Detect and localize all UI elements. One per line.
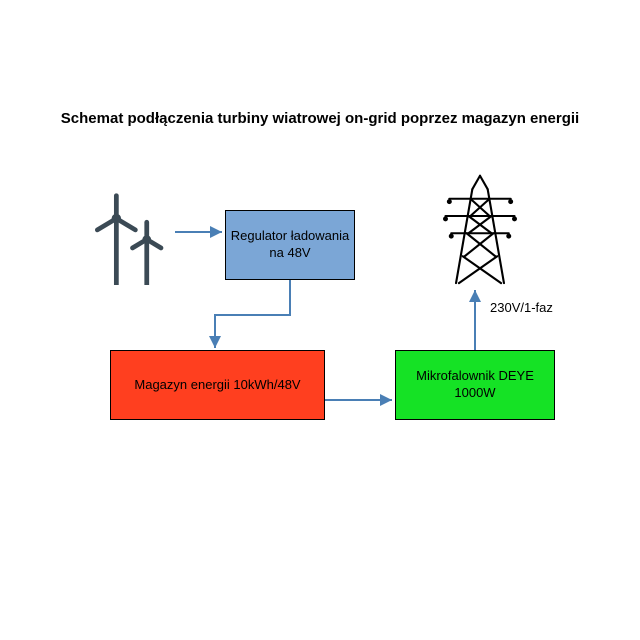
diagram-canvas: { "title": { "text": "Schemat podłączeni… [0,0,640,640]
arrow-regulator-storage [215,280,290,348]
arrows-layer [0,0,640,640]
